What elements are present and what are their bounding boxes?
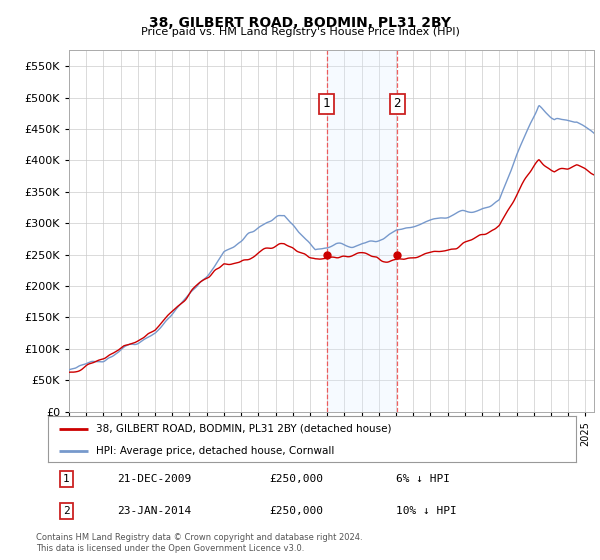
Text: 6% ↓ HPI: 6% ↓ HPI <box>397 474 451 484</box>
Text: Price paid vs. HM Land Registry's House Price Index (HPI): Price paid vs. HM Land Registry's House … <box>140 27 460 37</box>
Text: 38, GILBERT ROAD, BODMIN, PL31 2BY (detached house): 38, GILBERT ROAD, BODMIN, PL31 2BY (deta… <box>95 424 391 434</box>
Bar <box>326 50 397 412</box>
Text: HPI: Average price, detached house, Cornwall: HPI: Average price, detached house, Corn… <box>95 446 334 455</box>
Text: £250,000: £250,000 <box>270 474 324 484</box>
Text: 2: 2 <box>63 506 70 516</box>
Text: 1: 1 <box>63 474 70 484</box>
Text: 38, GILBERT ROAD, BODMIN, PL31 2BY: 38, GILBERT ROAD, BODMIN, PL31 2BY <box>149 16 451 30</box>
Text: 10% ↓ HPI: 10% ↓ HPI <box>397 506 457 516</box>
Text: 1: 1 <box>323 97 331 110</box>
Text: Contains HM Land Registry data © Crown copyright and database right 2024.
This d: Contains HM Land Registry data © Crown c… <box>36 533 362 553</box>
Text: 23-JAN-2014: 23-JAN-2014 <box>116 506 191 516</box>
Text: £250,000: £250,000 <box>270 506 324 516</box>
Text: 2: 2 <box>394 97 401 110</box>
Text: 21-DEC-2009: 21-DEC-2009 <box>116 474 191 484</box>
